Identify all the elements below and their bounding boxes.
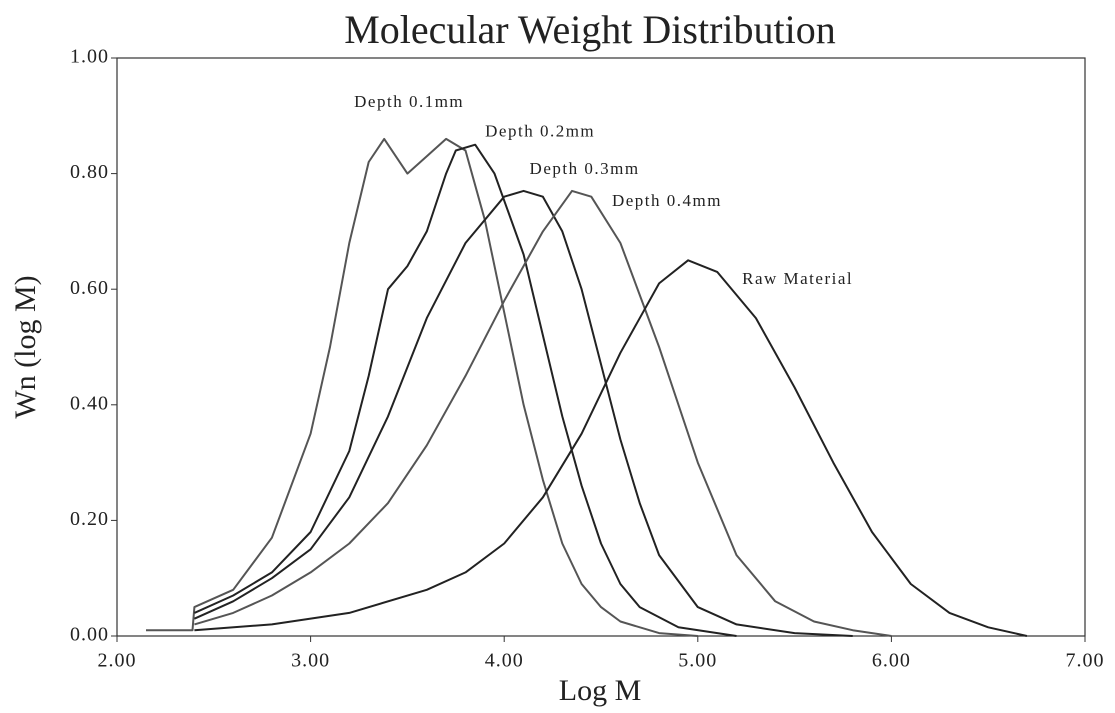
series-line [193, 189, 853, 637]
series-line [194, 189, 892, 637]
y-tick-label: 0.60 [70, 277, 109, 299]
y-tick-label: 0.20 [70, 508, 109, 530]
x-tick-label: 6.00 [872, 650, 911, 672]
plot-frame [116, 57, 1086, 637]
y-axis-label: Wn (log M) [9, 275, 42, 418]
x-tick-label: 3.00 [291, 650, 330, 672]
series-line [193, 143, 737, 637]
x-tick-label: 4.00 [485, 650, 524, 672]
series-label: Raw Material [742, 269, 853, 288]
series-label: Depth 0.2mm [485, 122, 595, 141]
x-tick-label: 7.00 [1066, 650, 1105, 672]
x-tick-label: 2.00 [98, 650, 137, 672]
series-line [146, 137, 698, 637]
series-label: Depth 0.4mm [612, 191, 722, 210]
series-label: Depth 0.3mm [530, 159, 640, 178]
y-tick-label: 0.00 [70, 624, 109, 646]
chart-title: Molecular Weight Distribution [344, 7, 836, 52]
series-label: Depth 0.1mm [354, 92, 464, 111]
x-tick-label: 5.00 [678, 650, 717, 672]
series-line [194, 259, 1028, 637]
x-axis-label: Log M [559, 674, 642, 707]
y-tick-label: 1.00 [70, 46, 109, 68]
y-tick-label: 0.80 [70, 161, 109, 183]
y-tick-label: 0.40 [70, 392, 109, 414]
